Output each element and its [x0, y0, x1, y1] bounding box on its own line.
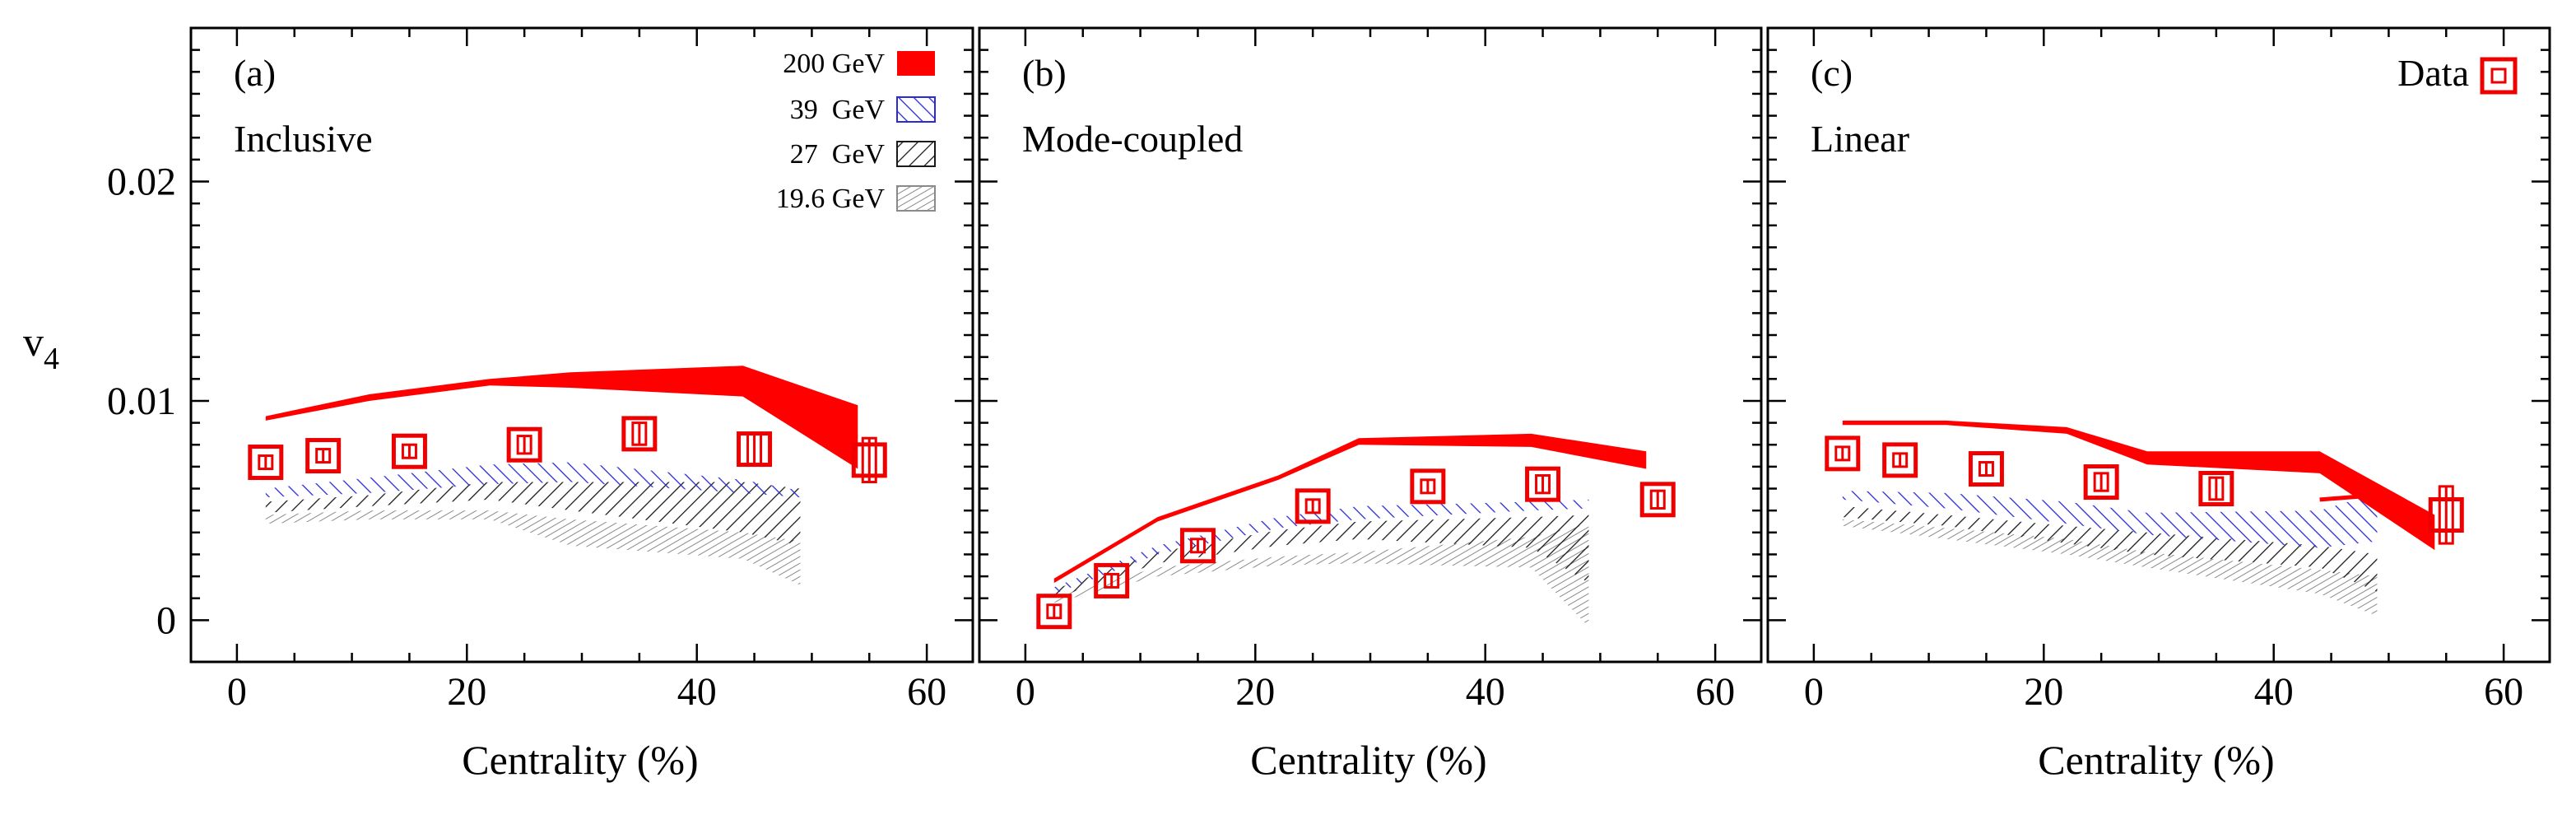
y-tick-label: 0.01 — [107, 380, 176, 423]
legend-label-39gev: 39 GeV — [790, 95, 886, 125]
panel-a-x-tick-label: 20 — [447, 670, 486, 714]
panel-b-band-27gev — [1053, 515, 1589, 598]
panel-c-band-200gev — [1842, 420, 2435, 551]
panel-c-x-tick-label: 20 — [2024, 670, 2063, 714]
panel-a-data-point — [391, 433, 427, 469]
panel-b-data-point — [1525, 466, 1561, 502]
panel-b-data-point — [1094, 562, 1130, 598]
panel-b-x-tick-label: 20 — [1235, 670, 1275, 714]
legend-entry-27gev: 27 GeV — [790, 139, 936, 170]
panel-b-title: Mode-coupled — [1022, 118, 1243, 160]
data-legend: Data — [2397, 52, 2518, 95]
panel-a-x-tick-label: 40 — [677, 670, 717, 714]
panel-a-data-point — [506, 426, 542, 463]
panel-c-x-tick-label: 60 — [2484, 670, 2523, 714]
y-tick-label: 0 — [156, 598, 176, 642]
panel-b-band-39gev — [1053, 499, 1589, 594]
panel-c-data-point — [1882, 442, 1918, 478]
panel-a-band-39gev — [265, 462, 801, 498]
panel-b-data-point — [1036, 594, 1072, 630]
legend-swatch-27gev — [896, 141, 936, 167]
panel-a-band-27gev — [265, 482, 801, 546]
energy-legend: 200 GeV 39 GeV 27 GeV 19.6 GeV — [776, 49, 936, 214]
panel-b-band-200gev — [1053, 433, 1647, 584]
legend-entry-19gev: 19.6 GeV — [776, 184, 936, 214]
panel-b-mode-coupled: Centrality (%) 0 20 40 60 (b) Mode-coupled — [978, 26, 1763, 783]
panel-b-x-tick-label: 0 — [1016, 670, 1035, 714]
panel-c-title: Linear — [1811, 118, 1909, 160]
panel-b-letter: (b) — [1022, 52, 1067, 94]
panel-c-x-axis-title: Centrality (%) — [2038, 737, 2274, 783]
panel-c-band-27gev — [1842, 505, 2378, 592]
panel-c-extra-segment — [2319, 493, 2378, 502]
data-legend-label: Data — [2397, 52, 2469, 94]
panel-c-letter: (c) — [1811, 52, 1853, 94]
panel-a-x-axis-title: Centrality (%) — [462, 737, 698, 783]
panel-a-data-point — [851, 436, 887, 484]
panel-a-x-tick-label: 0 — [227, 670, 247, 714]
legend-swatch-200gev — [897, 51, 935, 76]
panel-c-x-tick-label: 0 — [1804, 670, 1824, 714]
y-tick-label: 0.02 — [107, 161, 176, 204]
legend-swatch-39gev — [896, 96, 936, 123]
panel-a-data-point — [305, 438, 342, 474]
panel-c-x-tick-label: 40 — [2254, 670, 2294, 714]
panel-c-data-point — [1825, 435, 1861, 472]
panel-b-x-tick-label: 40 — [1466, 670, 1505, 714]
legend-entry-200gev: 200 GeV — [783, 49, 935, 79]
panel-b-data-point — [1179, 528, 1216, 564]
panel-c-data-point — [1968, 451, 2004, 487]
legend-swatch-19gev — [896, 185, 936, 212]
panel-a-x-tick-label: 60 — [907, 670, 946, 714]
panel-b-data-point — [1295, 488, 1331, 524]
panel-c-data-point — [2428, 485, 2464, 545]
y-axis-subscript: 4 — [44, 342, 59, 376]
panel-c-band-39gev — [1842, 491, 2378, 548]
legend-label-200gev: 200 GeV — [783, 49, 885, 79]
legend-label-19gev: 19.6 GeV — [776, 184, 886, 214]
panel-a-band-200gev — [265, 366, 858, 469]
panel-c-band-196gev — [1842, 519, 2378, 617]
panel-a-data-point — [621, 416, 658, 452]
data-legend-marker — [2480, 57, 2518, 95]
panel-b-band-196gev — [1053, 524, 1589, 627]
panel-a-title: Inclusive — [234, 118, 373, 160]
panel-b-data-point — [1639, 482, 1676, 518]
legend-entry-39gev: 39 GeV — [790, 95, 936, 125]
panel-a-letter: (a) — [234, 52, 276, 94]
legend-label-27gev: 27 GeV — [790, 139, 886, 170]
panel-a-inclusive: Centrality (%) 0 20 40 60 0 0.01 0.02 (a) Inclus… — [107, 26, 974, 783]
panel-c-data-point — [2083, 464, 2119, 501]
panel-c-linear: Centrality (%) 0 20 40 60 (c) Linear — [1766, 26, 2551, 783]
y-axis-title: v4 — [23, 319, 59, 376]
panel-a-band-196gev — [265, 510, 801, 585]
panel-b-data-point — [1410, 468, 1446, 505]
panel-a-data-point — [737, 431, 773, 468]
panel-a-data-point — [248, 445, 284, 481]
panel-b-x-axis-title: Centrality (%) — [1250, 737, 1486, 783]
panel-b-x-tick-label: 60 — [1695, 670, 1735, 714]
panel-c-data-point — [2198, 471, 2234, 507]
